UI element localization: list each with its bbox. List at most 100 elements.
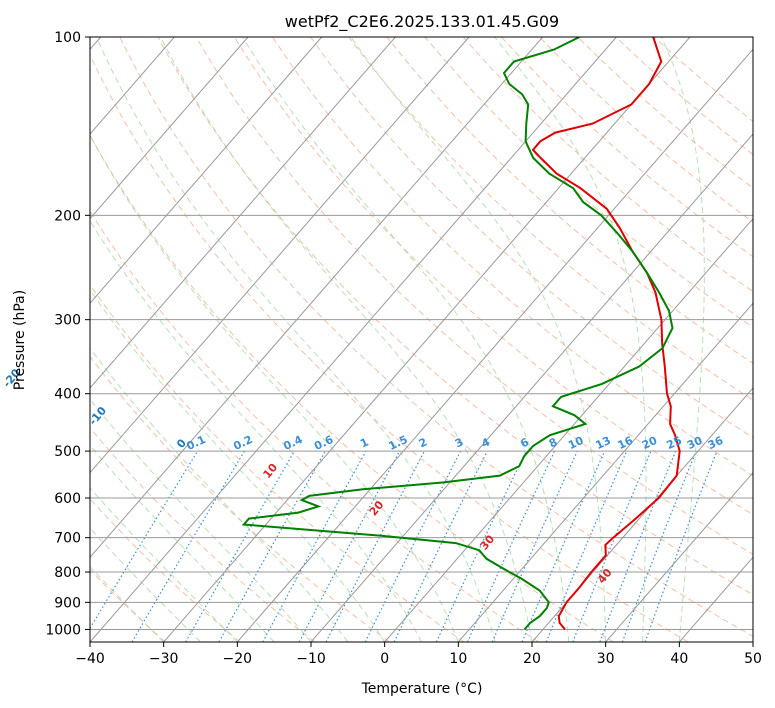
- mixing-ratio-label: 36: [706, 434, 726, 452]
- mixing-ratio-label: 1.5: [387, 433, 410, 453]
- x-tick-label: 20: [523, 651, 541, 667]
- dry-adiabat: [90, 355, 390, 642]
- x-tick-label: 40: [670, 651, 688, 667]
- dry-adiabat-label: 20: [367, 498, 387, 518]
- dry-adiabat-label: 30: [477, 532, 497, 552]
- isotherm-line: [678, 556, 753, 642]
- chart-title: wetPf2_C2E6.2025.133.01.45.G09: [285, 12, 559, 32]
- moist-adiabat: [350, 37, 607, 642]
- x-tick-label: −40: [75, 651, 105, 667]
- mixing-ratio-label: 25: [665, 434, 684, 452]
- y-tick-label: 800: [54, 565, 81, 581]
- x-tick-label: 50: [744, 651, 762, 667]
- mixing-ratio-label: 0.4: [281, 433, 304, 453]
- dry-adiabat: [615, 37, 753, 156]
- mixing-ratio-line: [572, 450, 652, 642]
- x-tick-label: −10: [296, 651, 326, 667]
- x-tick-label: 10: [449, 651, 467, 667]
- x-tick-label: 30: [597, 651, 615, 667]
- isotherm-line: [90, 37, 470, 474]
- isotherm-line: [90, 37, 396, 389]
- mixing-ratio-label: 4: [480, 435, 493, 450]
- mixing-ratio-line: [90, 450, 199, 630]
- dry-adiabat: [90, 283, 465, 642]
- isotherm-line: [90, 37, 544, 559]
- x-tick-label: −20: [223, 651, 253, 667]
- y-tick-label: 300: [54, 313, 81, 329]
- mixing-ratio-line: [364, 450, 462, 642]
- isotherm-line: [531, 387, 753, 642]
- mixing-ratio-label: 10: [566, 434, 586, 452]
- mixing-ratio-label: 0.2: [231, 433, 254, 453]
- moist-adiabat: [90, 444, 275, 642]
- mixing-ratio-label: 1: [358, 435, 370, 450]
- mixing-ratio-line: [545, 450, 628, 642]
- moist-adiabat: [96, 37, 496, 642]
- moist-adiabat: [90, 219, 422, 642]
- isotherm-line: [457, 302, 753, 642]
- moist-adiabat: [90, 289, 386, 642]
- mixing-ratio-label: 0.6: [312, 433, 335, 453]
- isotherm-line: [310, 133, 753, 642]
- series-dewpoint-line: [241, 37, 674, 631]
- dry-adiabat: [577, 37, 753, 189]
- y-tick-label: 200: [54, 208, 81, 224]
- mixing-ratio-label: 30: [685, 434, 705, 452]
- isotherm-line: [90, 37, 617, 642]
- moist-adiabat: [160, 37, 533, 642]
- dry-adiabat-label: 10: [260, 461, 280, 481]
- dry-adiabat: [90, 498, 241, 642]
- dry-adiabat: [653, 37, 753, 123]
- mixing-ratio-label: 2: [417, 435, 429, 450]
- isotherm-line: [163, 37, 691, 642]
- isotherm-line: [384, 217, 753, 642]
- dry-adiabat: [310, 37, 753, 439]
- dry-adiabat: [90, 210, 540, 642]
- moist-adiabat: [90, 487, 238, 642]
- y-tick-label: 600: [54, 491, 81, 507]
- mixing-ratio-line: [521, 450, 606, 642]
- y-tick-label: 400: [54, 387, 81, 403]
- dry-adiabat: [348, 37, 753, 401]
- y-tick-label: 1000: [45, 622, 81, 638]
- mixing-ratio-line: [218, 450, 326, 642]
- dry-adiabat: [90, 427, 316, 642]
- y-tick-label: 100: [54, 30, 81, 46]
- mixing-ratio-line: [644, 450, 718, 642]
- y-tick-label: 900: [54, 595, 81, 611]
- moist-adiabat: [90, 347, 349, 642]
- x-axis-label: Temperature (°C): [361, 681, 483, 697]
- dry-adiabat: [119, 37, 753, 638]
- dry-adiabat-label: 40: [595, 566, 615, 586]
- moist-adiabat: [660, 37, 705, 642]
- dry-adiabat: [386, 37, 753, 364]
- y-axis-label: Pressure (hPa): [12, 290, 28, 390]
- plot-frame: [89, 36, 754, 643]
- moist-adiabat: [90, 398, 312, 642]
- isotherm-line: [90, 37, 249, 220]
- dry-adiabat: [90, 569, 166, 642]
- mixing-ratio-label: 20: [640, 434, 660, 452]
- dry-adiabat: [90, 134, 614, 642]
- mixing-ratio-line: [599, 450, 677, 642]
- isotherm-line: [90, 37, 323, 305]
- moist-adiabat: [494, 37, 647, 642]
- mixing-ratio-label: 0.1: [185, 433, 208, 453]
- y-tick-label: 500: [54, 444, 81, 460]
- mixing-ratio-line: [491, 450, 578, 642]
- mixing-ratio-label: 16: [616, 434, 636, 452]
- y-tick-label: 700: [54, 531, 81, 547]
- x-tick-label: 0: [380, 651, 389, 667]
- mixing-ratio-line: [262, 450, 367, 642]
- isotherm-line: [236, 48, 753, 642]
- isotherm-line: [752, 641, 753, 642]
- dry-adiabat: [90, 53, 689, 642]
- dry-adiabat: [424, 37, 753, 328]
- moist-adiabat: [90, 134, 459, 642]
- isotherm-line: [605, 471, 753, 642]
- mixing-ratio-label: 3: [453, 435, 465, 450]
- mixing-ratio-line: [621, 450, 697, 642]
- mixing-ratio-line: [298, 450, 401, 642]
- moist-adiabat: [242, 37, 570, 642]
